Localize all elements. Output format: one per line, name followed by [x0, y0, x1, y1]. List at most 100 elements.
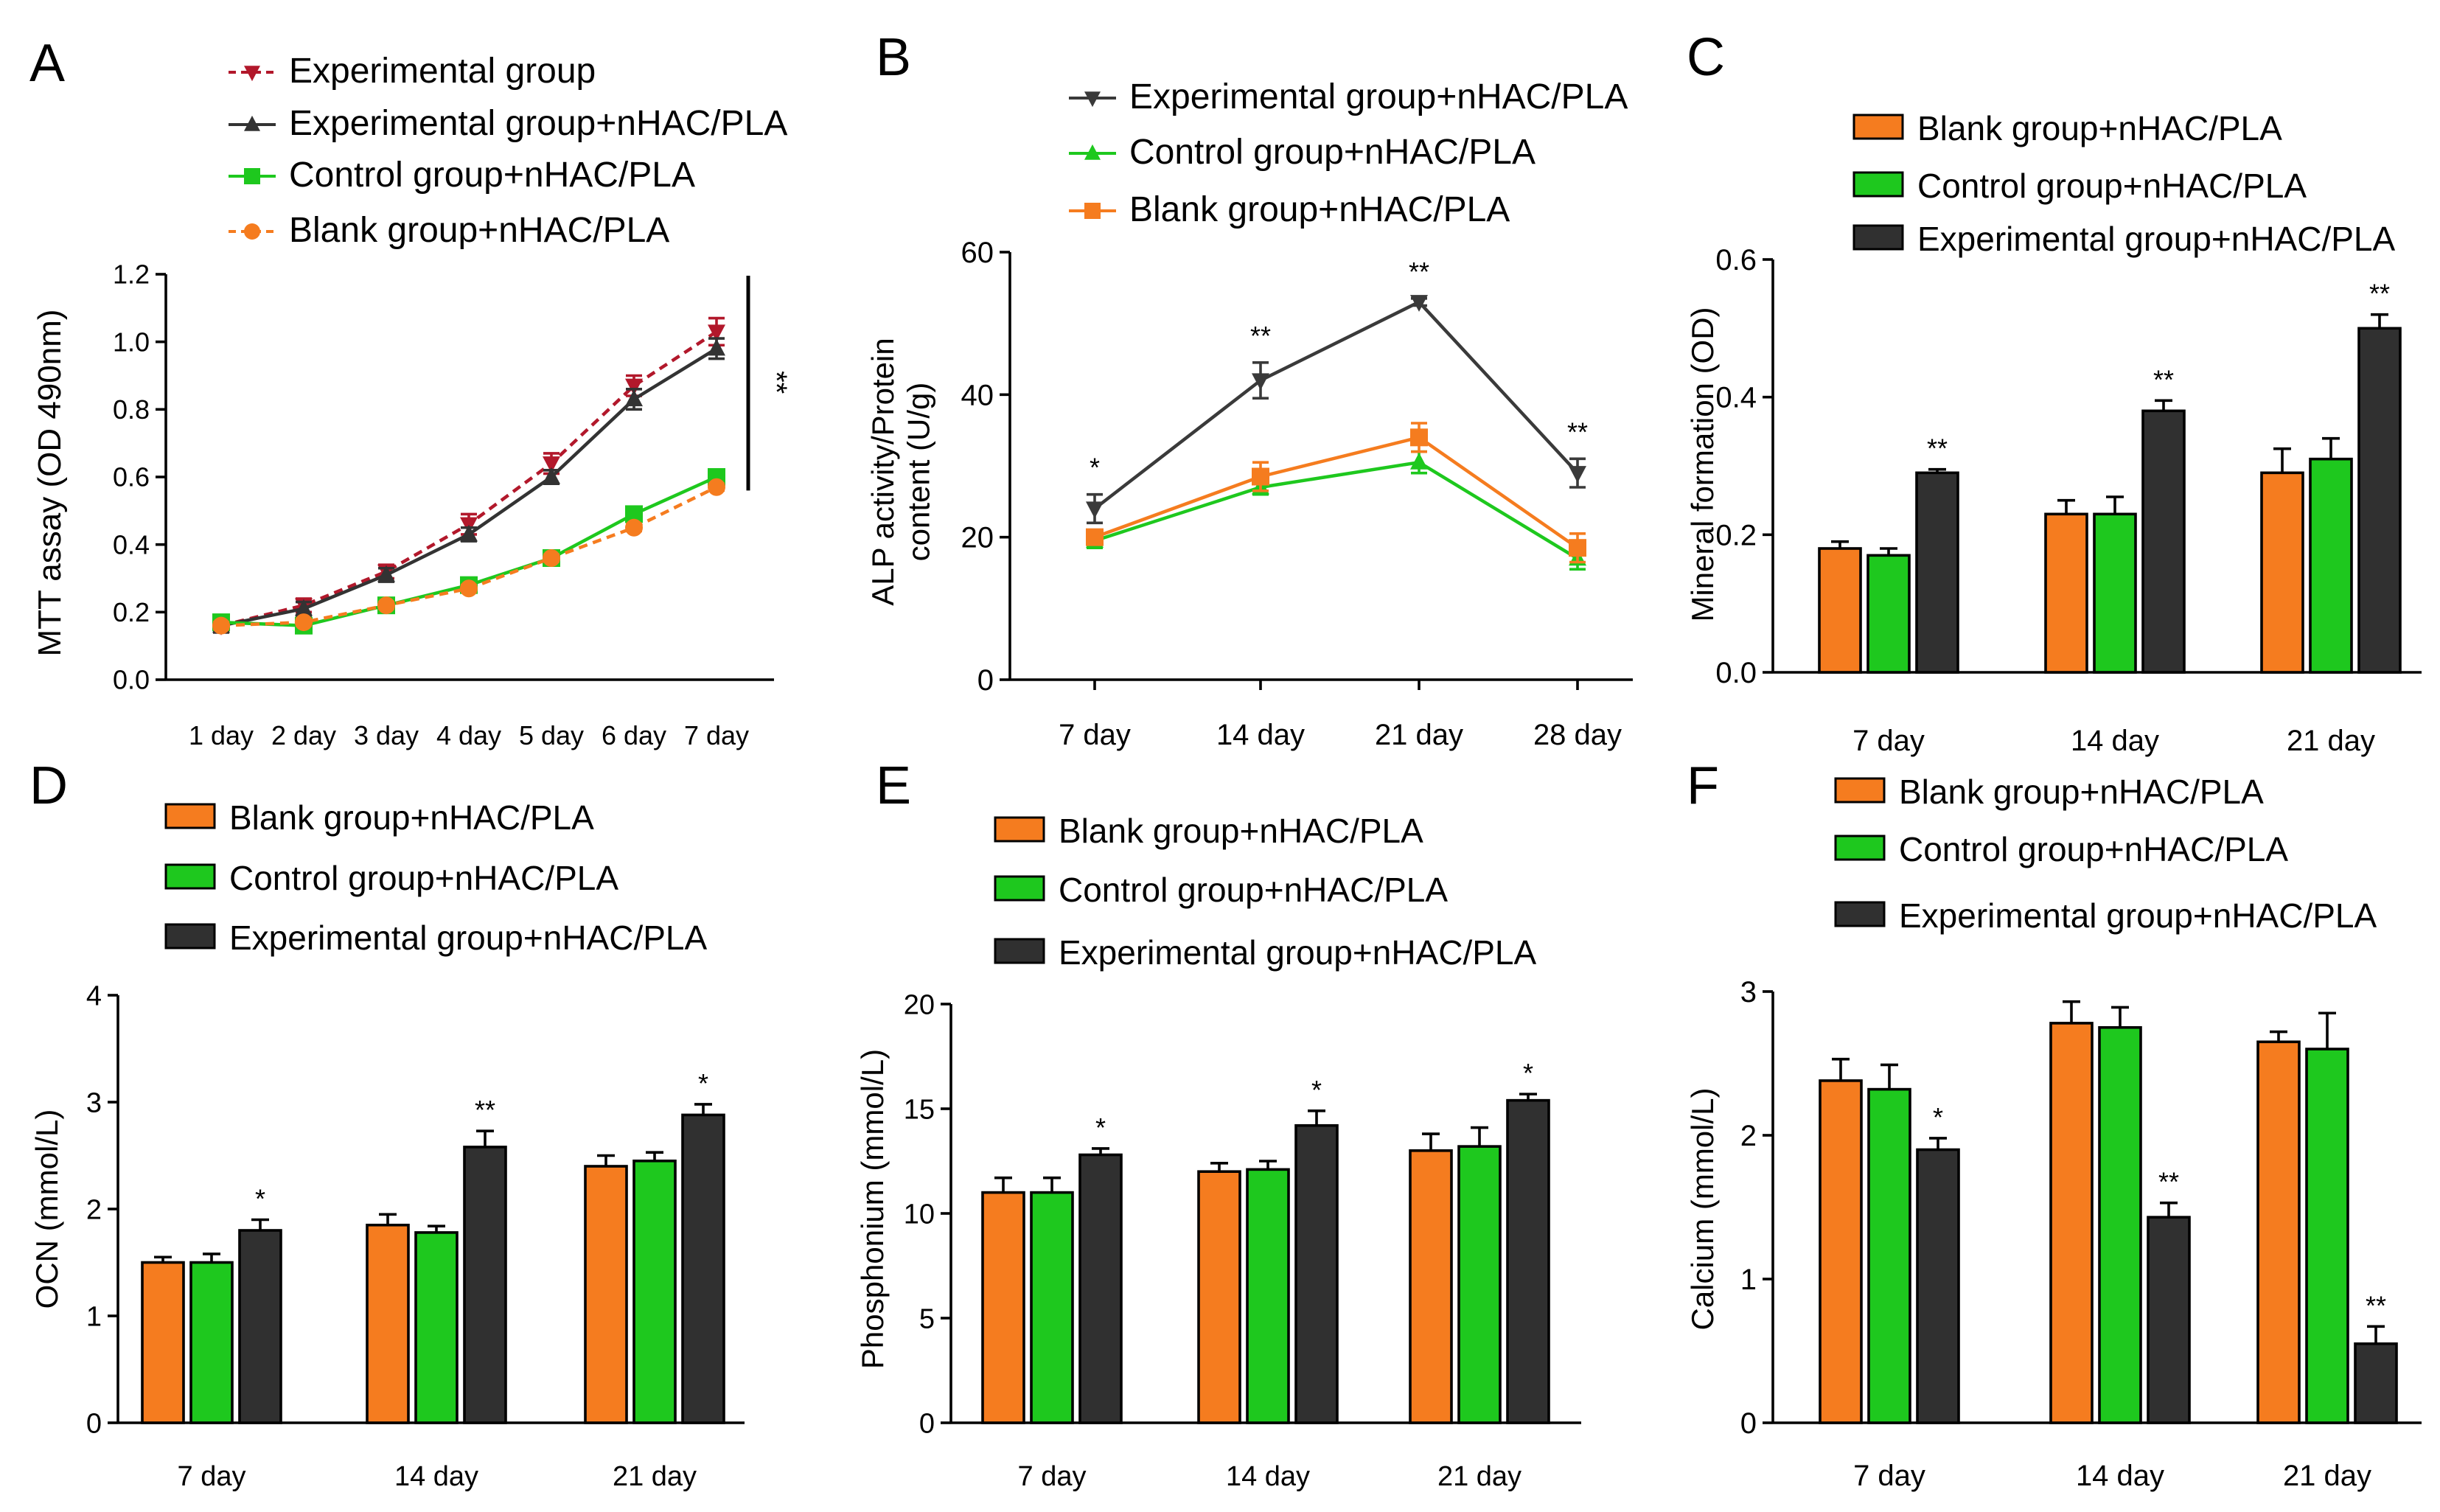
y-tick-label: 0 [86, 1408, 102, 1439]
legend-swatch [1834, 835, 1886, 861]
bar [1916, 1148, 1960, 1424]
y-axis-title: MTT assay (OD 490nm) [32, 309, 68, 656]
series-line [1094, 435, 1579, 550]
legend-item: Blank group+nHAC/PLA [994, 812, 1423, 850]
significance-mark: * [1311, 1075, 1322, 1105]
legend-swatch-marker [244, 115, 260, 131]
bar [189, 1261, 234, 1424]
y-axis-title: Mineral formation (OD) [1685, 307, 1720, 621]
panel-label: B [876, 28, 911, 87]
x-tick-label: 21 day [1437, 1461, 1521, 1492]
bar [632, 1159, 677, 1424]
significance-mark: ** [2366, 1290, 2386, 1320]
bar [1409, 1149, 1453, 1424]
x-tick-label: 14 day [2076, 1460, 2164, 1492]
significance-mark: ** [1409, 257, 1429, 287]
bar [2049, 1022, 2094, 1424]
panel-A: A 0.0 0.2 0.4 0.6 0.8 1.0 1.2 MTT assay (OD 490n… [29, 34, 792, 750]
data-point [1086, 501, 1104, 519]
bar [981, 1191, 1025, 1424]
legend-swatch [164, 803, 216, 829]
y-tick-label: 0.0 [1715, 657, 1757, 689]
x-tick-label: 5 day [519, 720, 584, 750]
y-tick-label: 1.2 [113, 259, 150, 290]
data-point [708, 338, 725, 356]
panel-D: D 0 1 2 3 4 OCN (mmol/L) 7 day * 14 day ** 21 day * B… [29, 756, 745, 1492]
panel-label: E [876, 756, 911, 815]
y-tick-label: 1.0 [113, 327, 150, 357]
series-Control group+nHAC/PLA [212, 468, 725, 635]
x-tick-label: 14 day [1226, 1461, 1310, 1492]
y-tick-label: 3 [86, 1087, 102, 1118]
series-Control group+nHAC/PLA [1086, 450, 1586, 571]
y-tick-label: 0.0 [113, 665, 150, 695]
panel-label: C [1687, 28, 1725, 87]
bar [1506, 1098, 1550, 1424]
x-tick-label: 7 day [1852, 725, 1925, 757]
y-tick-label: 0.8 [113, 394, 150, 425]
y-axis-title: ALP activity/Proteincontent (U/g) [865, 338, 935, 605]
y-tick-label: 5 [919, 1303, 935, 1334]
y-tick-label: 1 [86, 1301, 102, 1332]
data-point [1252, 467, 1269, 486]
series-line [1094, 460, 1579, 560]
data-point [377, 565, 395, 582]
series-line [1093, 299, 1579, 510]
legend-item: Blank group+nHAC/PLA [1852, 109, 2282, 147]
legend-label: Control group+nHAC/PLA [1899, 830, 2288, 868]
data-point [625, 518, 643, 537]
bar [1818, 547, 1862, 674]
legend-swatch [1834, 901, 1886, 927]
legend-swatch [164, 863, 216, 890]
legend-swatch [994, 875, 1045, 902]
x-tick-label: 21 day [2283, 1460, 2371, 1492]
bar [1457, 1145, 1502, 1424]
significance-mark: ** [475, 1095, 495, 1125]
significance-bracket-label: ** [760, 371, 792, 394]
data-point [295, 613, 313, 632]
y-tick-label: 3 [1740, 976, 1757, 1008]
legend-label: Blank group+nHAC/PLA [289, 211, 669, 250]
x-tick-label: 7 day [178, 1461, 246, 1492]
y-tick-label: 15 [904, 1094, 935, 1125]
data-point [543, 456, 560, 473]
significance-mark: ** [1927, 433, 1948, 464]
legend-swatch-marker [244, 223, 260, 240]
significance-mark: ** [2153, 364, 2174, 394]
legend-item: Experimental group+nHAC/PLA [1852, 220, 2395, 258]
legend-item: Control group+nHAC/PLA [1834, 830, 2288, 868]
legend-label: Experimental group+nHAC/PLA [229, 919, 707, 957]
series-Blank group+nHAC/PLA [212, 478, 725, 635]
y-axis-title-line: ALP activity/Protein [865, 338, 900, 605]
x-tick-label: 6 day [602, 720, 666, 750]
significance-mark: * [1090, 453, 1100, 483]
data-point [1410, 295, 1428, 312]
data-point [1410, 452, 1428, 470]
significance-mark: * [1095, 1112, 1106, 1143]
legend-item: Blank group+nHAC/PLA [1834, 773, 2264, 811]
bar [463, 1146, 507, 1424]
y-tick-label: 0 [919, 1408, 935, 1439]
legend-swatch-marker [1084, 91, 1101, 108]
significance-mark: ** [2369, 279, 2390, 309]
x-tick-label: 7 day [1853, 1460, 1925, 1492]
x-tick-label: 2 day [271, 720, 336, 750]
bar [2309, 457, 2353, 674]
legend-label: Control group+nHAC/PLA [1917, 167, 2307, 205]
y-tick-label: 40 [961, 379, 994, 411]
legend-swatch [994, 816, 1045, 843]
legend-label: Blank group+nHAC/PLA [1899, 773, 2264, 811]
y-tick-label: 20 [961, 522, 994, 554]
y-tick-label: 0.6 [1715, 244, 1757, 276]
y-tick-label: 0.4 [113, 529, 150, 560]
legend-item: Experimental group+nHAC/PLA [994, 933, 1536, 972]
data-point [1252, 373, 1269, 391]
bar [2141, 409, 2186, 674]
legend-swatch-marker [244, 66, 260, 82]
significance-mark: * [1523, 1058, 1533, 1088]
y-axis-title: OCN (mmol/L) [29, 1109, 64, 1309]
x-tick-label: 14 day [394, 1461, 478, 1492]
series-Experimental group+nHAC/PLA [1086, 295, 1586, 525]
significance-mark: ** [1250, 321, 1271, 351]
